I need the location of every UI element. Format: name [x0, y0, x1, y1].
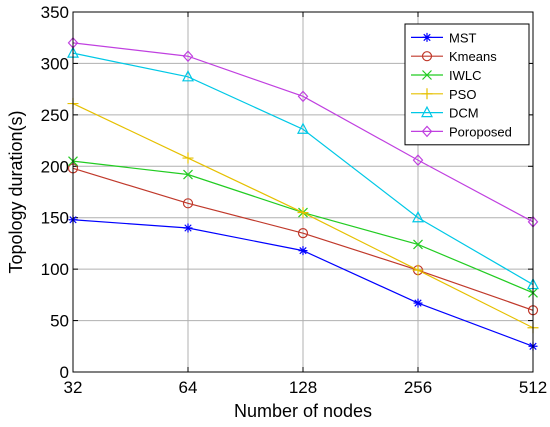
x-tick-label: 256 — [404, 378, 432, 397]
x-tick-label: 128 — [289, 378, 317, 397]
series-poroposed — [67, 36, 539, 228]
x-tick-label: 64 — [179, 378, 198, 397]
data-point-asterisk — [183, 223, 193, 233]
legend-marker-triangle — [421, 105, 433, 118]
data-point-asterisk — [298, 246, 308, 256]
y-tick-label: 350 — [41, 3, 69, 22]
data-point-x — [183, 169, 193, 180]
data-point-circle — [182, 198, 194, 209]
y-tick-label: 250 — [41, 106, 69, 125]
y-tick-label: 300 — [41, 54, 69, 73]
legend-label: DCM — [449, 106, 479, 121]
legend-marker-x — [422, 70, 432, 80]
legend-box — [404, 23, 530, 146]
legend-label: Kmeans — [449, 49, 497, 64]
data-point-diamond — [182, 50, 194, 63]
legend-item: Kmeans — [411, 49, 497, 64]
data-point-diamond — [297, 90, 309, 103]
data-point-diamond — [412, 154, 424, 167]
y-axis-ticks: 0 50 100 150 200 250 300 350 — [41, 3, 533, 382]
legend-item: Poroposed — [411, 124, 512, 139]
series-line — [72, 42, 534, 223]
legend-label: PSO — [449, 87, 476, 102]
data-point-x — [413, 239, 423, 250]
series-dcm — [67, 46, 539, 290]
y-tick-label: 0 — [60, 363, 69, 382]
legend-marker-diamond — [421, 125, 433, 138]
legend-marker-plus — [421, 88, 433, 100]
y-tick-label: 100 — [41, 260, 69, 279]
x-axis-label: Number of nodes — [234, 401, 372, 421]
legend-item: PSO — [411, 87, 476, 102]
legend: MST Kmeans IWLC PSO DCM Poroposed — [404, 23, 530, 146]
legend-marker-circle — [421, 51, 433, 62]
data-point-triangle — [182, 70, 194, 82]
legend-label: IWLC — [449, 68, 482, 83]
data-point-asterisk — [413, 298, 423, 308]
y-axis-label: Topology duration(s) — [6, 110, 26, 273]
x-tick-label: 32 — [64, 378, 83, 397]
data-point-triangle — [297, 122, 309, 134]
plot-frame — [72, 11, 534, 373]
legend-marker-asterisk — [422, 32, 432, 42]
series-line — [72, 167, 534, 311]
legend-item: MST — [411, 30, 477, 45]
data-point-plus — [297, 207, 309, 219]
y-tick-label: 150 — [41, 209, 69, 228]
legend-label: Poroposed — [449, 124, 512, 139]
data-point-plus — [412, 264, 424, 276]
y-tick-label: 50 — [50, 312, 69, 331]
x-tick-label: 512 — [519, 378, 547, 397]
series-group — [67, 36, 539, 351]
legend-label: MST — [449, 30, 477, 45]
legend-item: IWLC — [411, 68, 482, 83]
series-line — [72, 52, 534, 286]
data-point-plus — [182, 152, 194, 164]
data-point-triangle — [412, 210, 424, 223]
x-axis-ticks: 32 64 128 256 512 — [64, 12, 547, 397]
y-tick-label: 200 — [41, 157, 69, 176]
data-point-circle — [297, 228, 309, 239]
legend-item: DCM — [411, 106, 479, 121]
